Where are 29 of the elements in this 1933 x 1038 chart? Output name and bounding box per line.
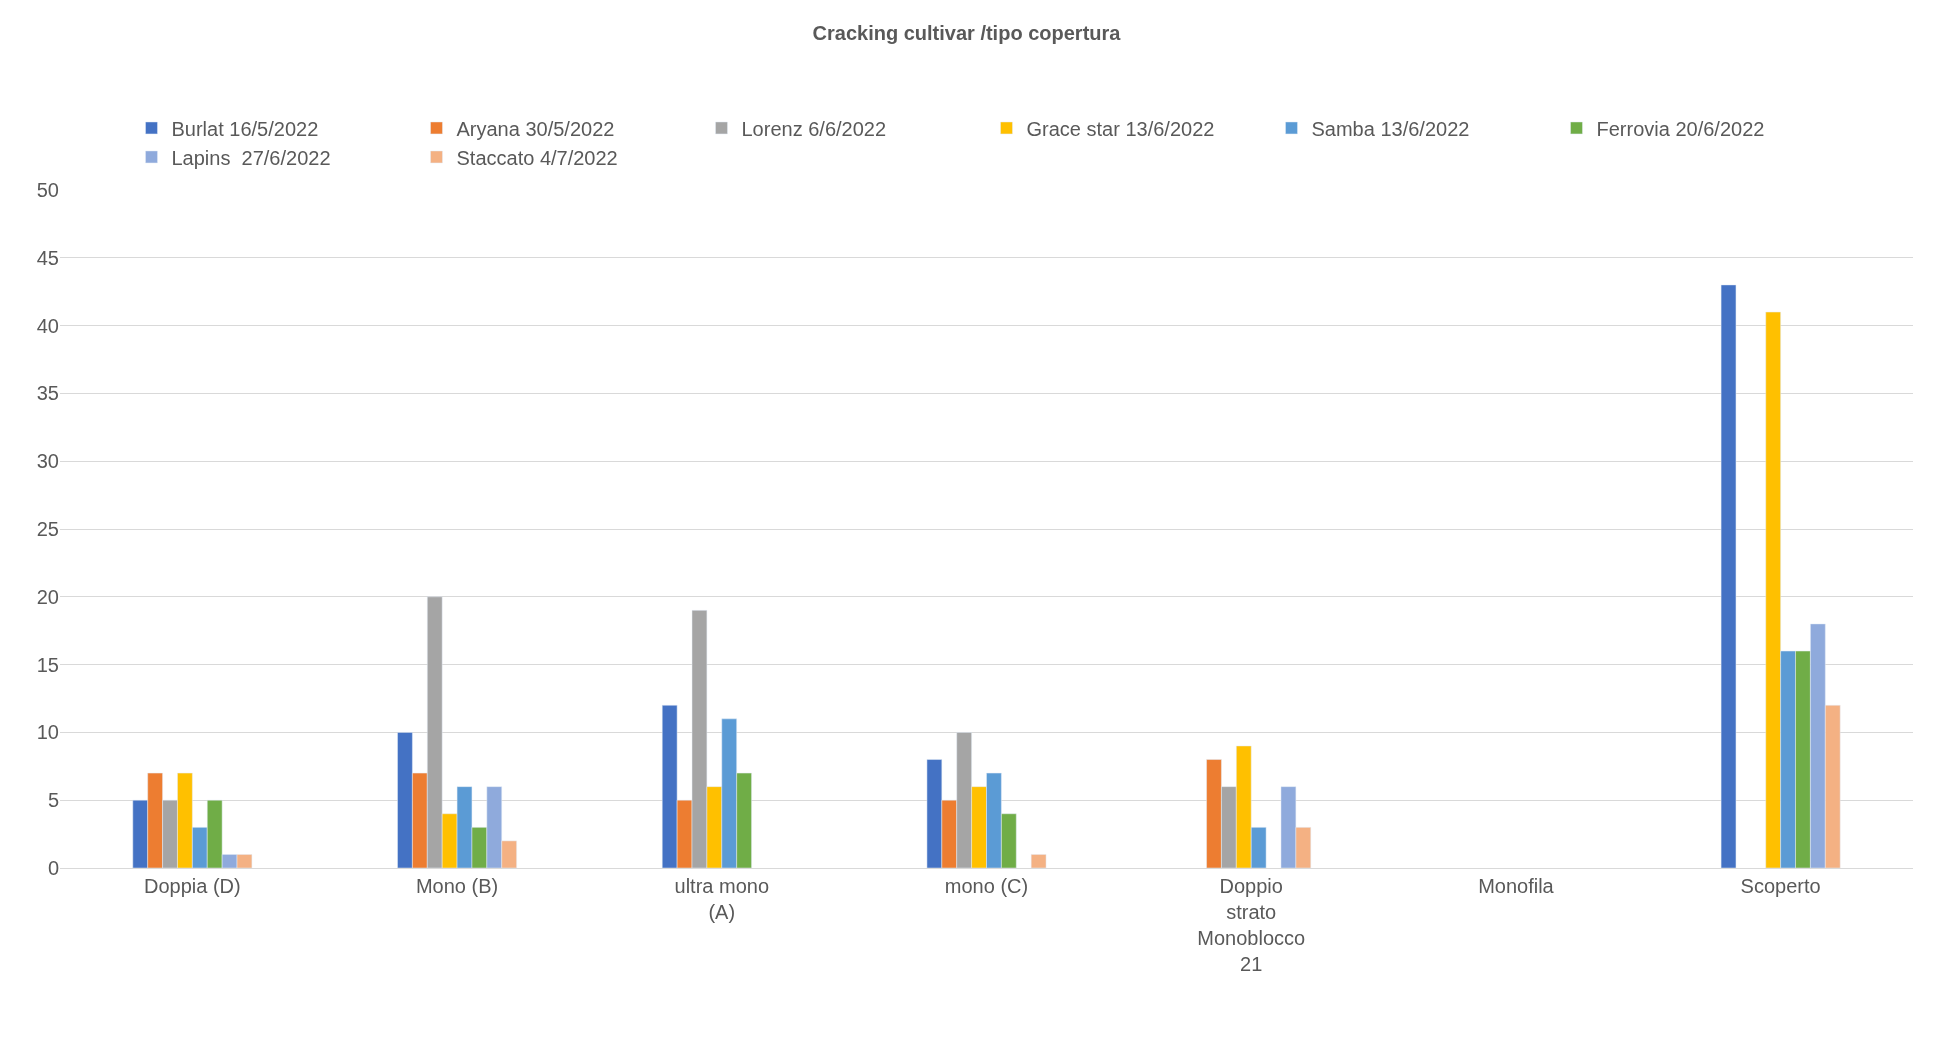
x-tick-label: Mono (B) [415, 875, 499, 897]
chart-title: Cracking cultivar /tipo copertura [812, 21, 1122, 44]
y-tick-label: 30 [36, 450, 59, 473]
y-tick-label: 45 [36, 246, 59, 269]
y-tick-label: 35 [36, 382, 59, 405]
x-tick-label: Doppio strato Monoblocco 21 [1197, 875, 1306, 975]
x-tick-label: ultra mono (A) [674, 875, 770, 923]
bar [1030, 854, 1047, 868]
legend-label: Ferrovia 20/6/2022 [1596, 117, 1765, 140]
legend-label: Lapins 27/6/2022 [171, 146, 331, 169]
y-tick-label: 0 [47, 857, 59, 879]
legend-label: Aryana 30/5/2022 [456, 117, 615, 140]
y-tick-label: 5 [47, 789, 59, 812]
x-tick-label: Doppia (D) [144, 875, 241, 897]
y-tick-label: 15 [36, 653, 59, 676]
legend-label: Samba 13/6/2022 [1311, 117, 1470, 140]
bar [1720, 284, 1737, 868]
y-tick-label: 25 [36, 518, 59, 540]
legend-label: Grace star 13/6/2022 [1026, 117, 1215, 140]
y-tick-label: 50 [36, 179, 59, 201]
y-tick-label: 40 [36, 314, 59, 337]
y-tick-label: 10 [36, 721, 59, 744]
legend-label: Staccato 4/7/2022 [456, 146, 618, 169]
legend-label: Burlat 16/5/2022 [171, 117, 319, 140]
x-tick-label: Scoperto [1740, 875, 1821, 897]
legend-label: Lorenz 6/6/2022 [741, 117, 887, 140]
x-tick-label: mono (C) [944, 875, 1029, 897]
x-tick-label: Monofila [1478, 875, 1555, 897]
y-tick-label: 20 [36, 585, 59, 608]
